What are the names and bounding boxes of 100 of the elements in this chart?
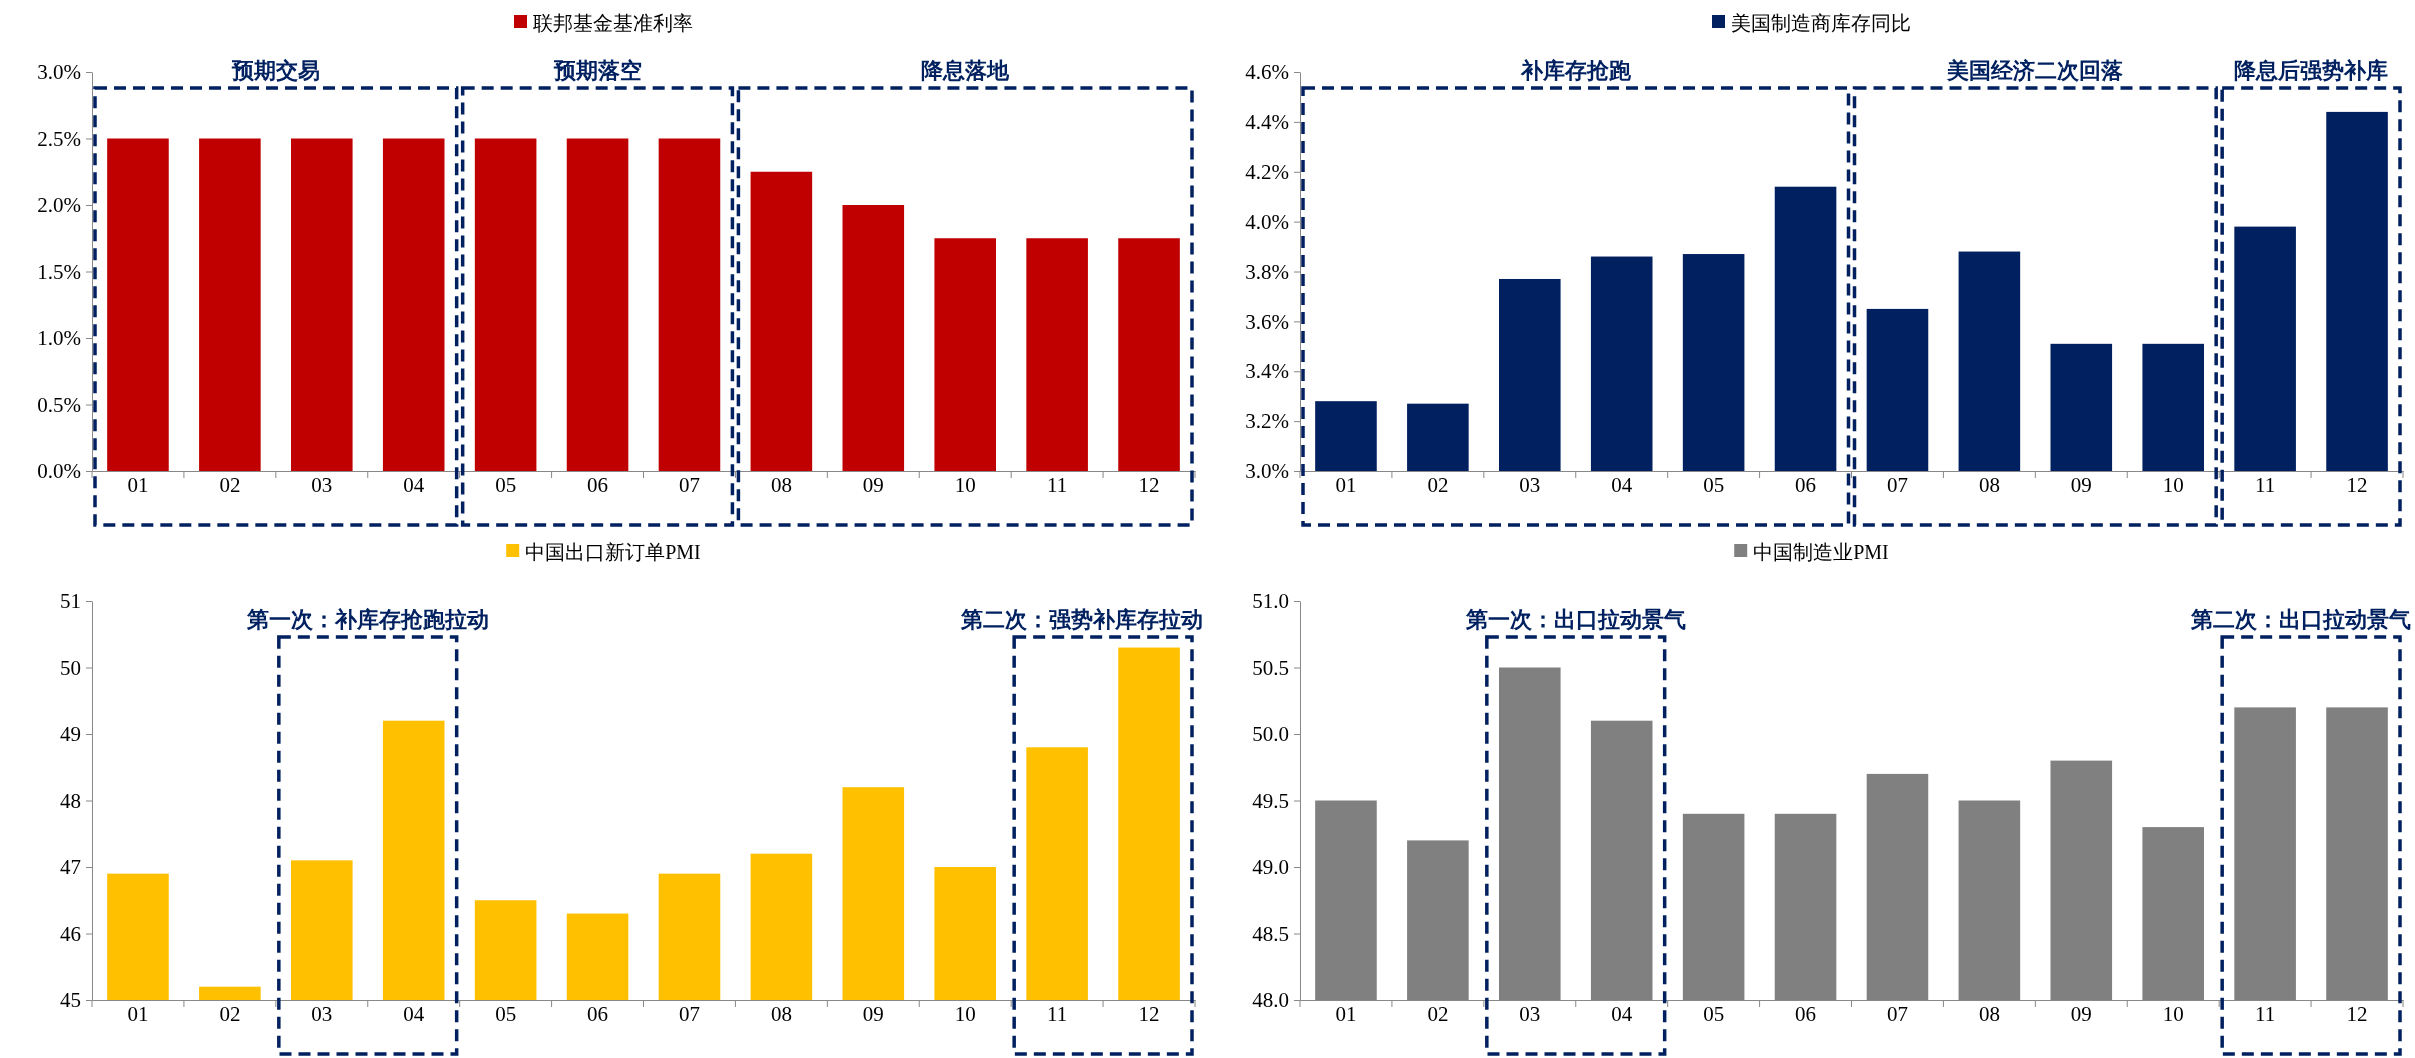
y-tick-label: 4.0% [1245, 209, 1289, 234]
y-tick-label: 3.0% [1245, 459, 1289, 484]
y-tick-label: 47 [60, 855, 81, 880]
x-tick-label: 01 [127, 1002, 149, 1026]
x-tick-label: 04 [1611, 1002, 1633, 1026]
y-tick-label: 48.0 [1252, 988, 1289, 1013]
annotation: 第二次：出口拉动景气 [2190, 607, 2411, 632]
x-tick-label: 02 [219, 473, 241, 497]
y-tick-label: 3.8% [1245, 259, 1289, 284]
bar [107, 138, 169, 471]
x-tick-label: 07 [678, 473, 700, 497]
x-tick-label: 05 [495, 473, 517, 497]
y-tick-label: 0.0% [37, 459, 81, 484]
x-tick-label: 09 [2070, 473, 2092, 497]
annotation: 第二次：强势补库存拉动 [960, 607, 1203, 632]
x-tick-label: 02 [1427, 473, 1449, 497]
bar [658, 138, 721, 471]
x-tick-label: 03 [1519, 1002, 1541, 1026]
x-tick-label: 06 [1795, 1002, 1817, 1026]
y-tick-label: 48.5 [1252, 921, 1289, 946]
x-tick-label: 04 [403, 1002, 425, 1026]
x-tick-label: 01 [1335, 1002, 1357, 1026]
annotation: 第一次：出口拉动景气 [1464, 607, 1686, 632]
y-tick-label: 2.5% [37, 126, 81, 151]
x-tick-label: 12 [1138, 1002, 1160, 1026]
legend-label: 中国出口新订单PMI [525, 541, 701, 563]
annotation: 降息落地 [921, 58, 1011, 83]
x-tick-label: 11 [1047, 1002, 1068, 1026]
y-tick-label: 1.5% [37, 259, 81, 284]
x-tick-label: 11 [1047, 473, 1068, 497]
annotation: 预期落空 [552, 58, 642, 83]
bar [750, 171, 813, 471]
x-tick-label: 09 [862, 1002, 884, 1026]
x-tick-label: 04 [403, 473, 425, 497]
y-tick-label: 51 [60, 589, 81, 614]
bar [934, 238, 996, 471]
x-tick-label: 01 [127, 473, 149, 497]
y-tick-label: 48 [60, 788, 81, 813]
x-tick-label: 12 [1138, 473, 1160, 497]
y-tick-label: 3.6% [1245, 309, 1289, 334]
y-tick-label: 49 [60, 722, 81, 747]
x-tick-label: 12 [2346, 473, 2368, 497]
legend-label: 中国制造业PMI [1753, 541, 1889, 563]
annotation: 美国经济二次回落 [1946, 58, 2124, 83]
annotation: 补库存抢跑 [1519, 58, 1632, 83]
y-tick-label: 45 [60, 988, 81, 1013]
y-tick-label: 3.2% [1245, 409, 1289, 434]
y-tick-label: 4.4% [1245, 110, 1289, 135]
x-tick-label: 05 [495, 1002, 517, 1026]
bar [1118, 238, 1180, 471]
x-tick-label: 11 [2255, 473, 2276, 497]
x-tick-label: 10 [2162, 1002, 2184, 1026]
x-tick-label: 10 [954, 473, 976, 497]
y-tick-label: 50.5 [1252, 655, 1289, 680]
y-tick-label: 4.6% [1245, 60, 1289, 85]
x-tick-label: 06 [1795, 473, 1817, 497]
y-tick-label: 3.0% [37, 60, 81, 85]
legend-label: 美国制造商库存同比 [1731, 12, 1911, 34]
y-tick-label: 3.4% [1245, 359, 1289, 384]
x-tick-label: 12 [2346, 1002, 2368, 1026]
y-tick-label: 4.2% [1245, 159, 1289, 184]
annotation: 第一次：补库存抢跑拉动 [245, 607, 489, 632]
y-tick-label: 0.5% [37, 392, 81, 417]
y-tick-label: 49.0 [1252, 855, 1289, 880]
y-tick-label: 49.5 [1252, 788, 1289, 813]
y-tick-label: 50.0 [1252, 722, 1289, 747]
x-tick-label: 07 [1886, 473, 1908, 497]
y-tick-label: 2.0% [37, 193, 81, 218]
bar [842, 205, 905, 471]
y-tick-label: 51.0 [1252, 589, 1289, 614]
x-tick-label: 03 [311, 1002, 333, 1026]
x-tick-label: 09 [2070, 1002, 2092, 1026]
x-tick-label: 08 [1978, 1002, 2000, 1026]
bar [382, 138, 445, 471]
bar [566, 138, 629, 471]
x-tick-label: 08 [1978, 473, 2000, 497]
bar [199, 138, 261, 471]
x-tick-label: 09 [862, 473, 884, 497]
x-tick-label: 08 [770, 1002, 792, 1026]
x-tick-label: 02 [219, 1002, 241, 1026]
y-tick-label: 50 [60, 655, 81, 680]
x-tick-label: 02 [1427, 1002, 1449, 1026]
annotation: 预期交易 [230, 58, 320, 83]
bar [291, 138, 353, 471]
x-tick-label: 10 [2162, 473, 2184, 497]
x-tick-label: 07 [1886, 1002, 1908, 1026]
x-tick-label: 11 [2255, 1002, 2276, 1026]
bar [1026, 238, 1088, 471]
x-tick-label: 10 [954, 1002, 976, 1026]
legend-label: 联邦基金基准利率 [533, 12, 693, 34]
y-tick-label: 46 [60, 921, 81, 946]
x-tick-label: 05 [1703, 473, 1725, 497]
x-tick-label: 07 [678, 1002, 700, 1026]
x-tick-label: 05 [1703, 1002, 1725, 1026]
x-tick-label: 04 [1611, 473, 1633, 497]
bar [474, 138, 537, 471]
x-tick-label: 06 [587, 1002, 609, 1026]
x-tick-label: 03 [1519, 473, 1541, 497]
x-tick-label: 06 [587, 473, 609, 497]
x-tick-label: 03 [311, 473, 333, 497]
